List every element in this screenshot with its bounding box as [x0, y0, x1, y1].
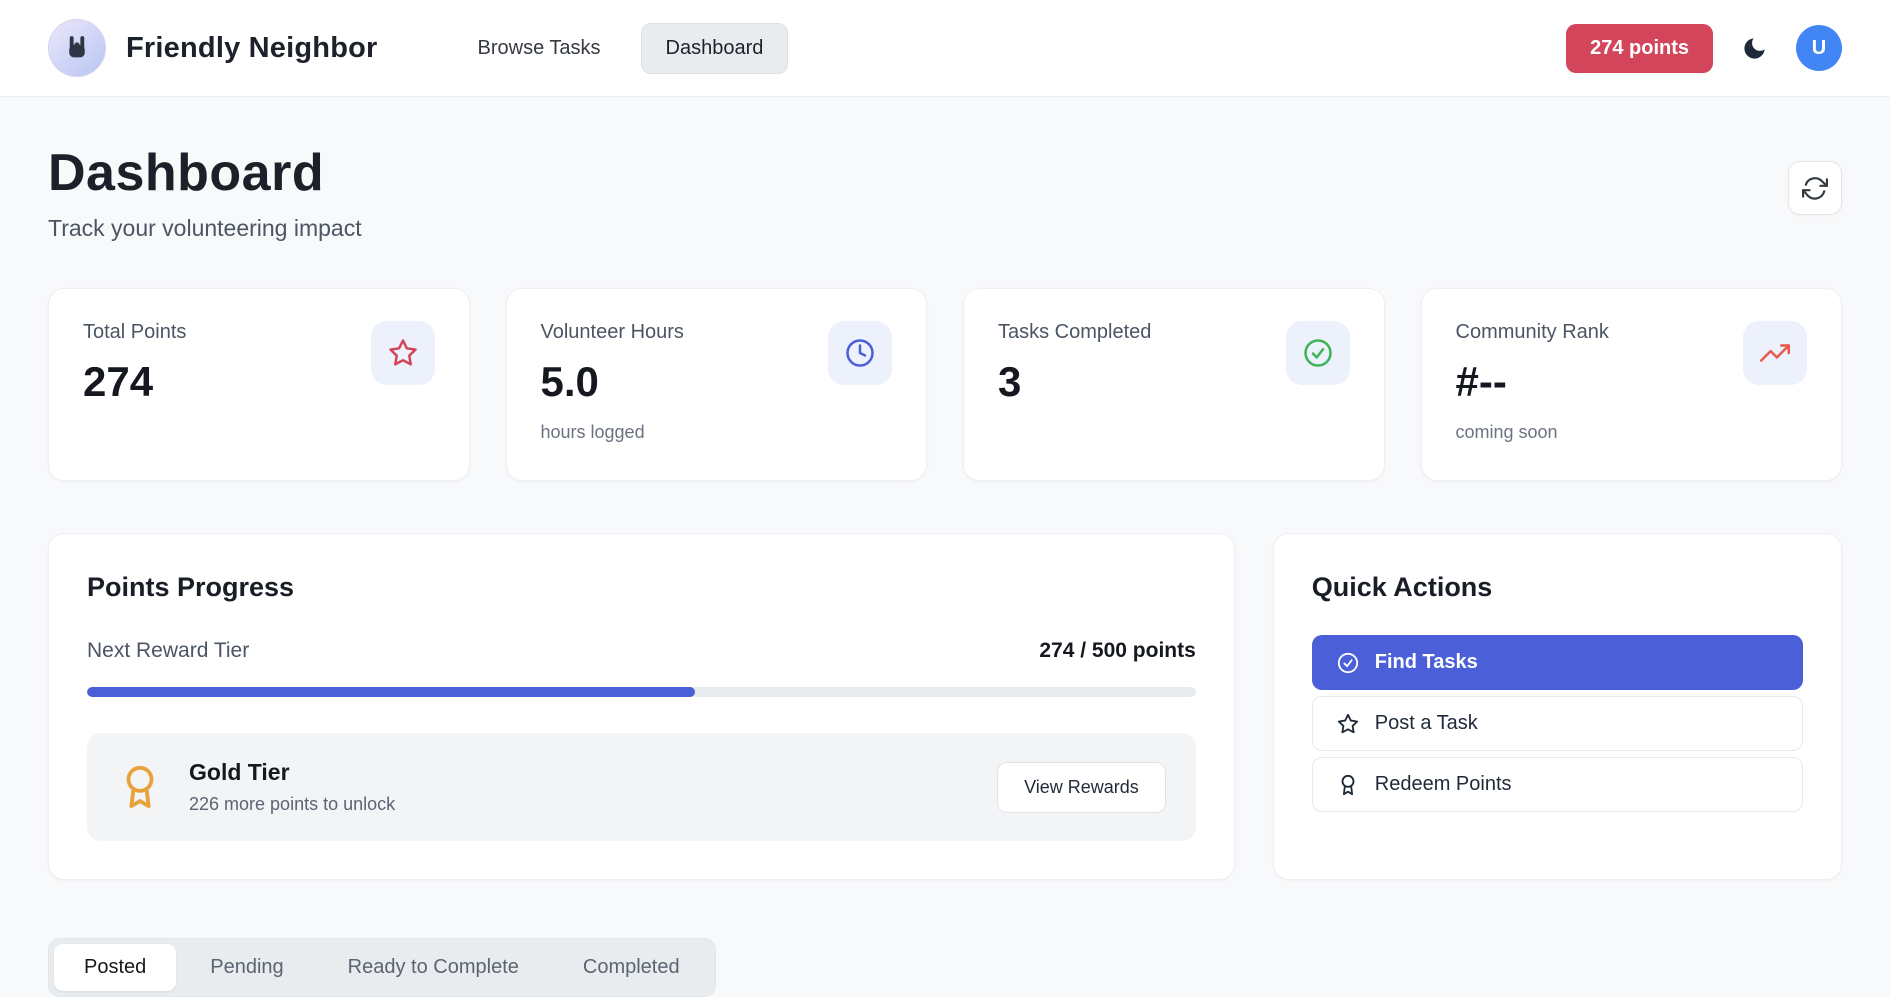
trending-up-icon [1743, 321, 1807, 385]
award-icon [117, 764, 163, 810]
stat-value: #-- [1455, 358, 1507, 405]
next-reward-tier-label: Next Reward Tier [87, 639, 250, 662]
quick-actions-title: Quick Actions [1311, 572, 1493, 602]
app-header: Friendly Neighbor Browse Tasks Dashboard… [0, 0, 1890, 97]
header-right: 274 points U [1566, 23, 1842, 73]
panels-row: Points Progress Next Reward Tier 274 / 5… [48, 533, 1842, 880]
points-progress-title: Points Progress [87, 572, 295, 602]
brand-name: Friendly Neighbor [126, 31, 378, 64]
task-status-tabs: Posted Pending Ready to Complete Complet… [48, 938, 716, 997]
main-nav: Browse Tasks Dashboard [454, 22, 789, 74]
action-label: Redeem Points [1374, 773, 1512, 795]
star-icon [1337, 713, 1359, 735]
points-progress-panel: Points Progress Next Reward Tier 274 / 5… [48, 533, 1235, 880]
progress-bar [87, 687, 1196, 697]
quick-actions-list: Find Tasks Post a Task [1311, 635, 1803, 812]
tab-posted[interactable]: Posted [54, 944, 177, 991]
star-icon [370, 321, 435, 385]
nav-browse-tasks[interactable]: Browse Tasks [477, 36, 601, 59]
title-row: Dashboard Track your volunteering impact [48, 143, 1842, 242]
points-badge[interactable]: 274 points [1566, 23, 1713, 73]
stat-card-community-rank: Community Rank #-- coming soon [1420, 288, 1842, 481]
quick-actions-panel: Quick Actions Find Tasks [1272, 533, 1842, 880]
action-label: Find Tasks [1374, 651, 1478, 673]
tab-completed[interactable]: Completed [582, 956, 680, 978]
stat-label: Total Points [83, 321, 187, 343]
stat-value: 274 [83, 358, 154, 405]
app-logo [48, 19, 106, 77]
stat-card-volunteer-hours: Volunteer Hours 5.0 hours logged [505, 288, 927, 481]
redeem-points-button[interactable]: Redeem Points [1311, 757, 1803, 812]
action-label: Post a Task [1374, 712, 1478, 734]
stat-card-total-points: Total Points 274 [48, 288, 470, 481]
refresh-button[interactable] [1788, 161, 1842, 215]
reward-tier-box: Gold Tier 226 more points to unlock View… [87, 733, 1196, 841]
reward-tier-name: Gold Tier [189, 759, 290, 785]
check-circle-icon [1285, 321, 1350, 385]
tab-ready-to-complete[interactable]: Ready to Complete [347, 956, 519, 978]
stat-value: 3 [998, 358, 1022, 405]
stat-card-tasks-completed: Tasks Completed 3 [963, 288, 1385, 481]
progress-fill [87, 687, 695, 697]
progress-head: Next Reward Tier 274 / 500 points [87, 639, 1196, 663]
find-tasks-button[interactable]: Find Tasks [1311, 635, 1803, 690]
brand-link[interactable]: Friendly Neighbor [48, 19, 378, 77]
stat-label: Community Rank [1455, 321, 1609, 343]
points-fraction: 274 / 500 points [1039, 639, 1196, 662]
stat-sub: coming soon [1455, 422, 1558, 442]
award-icon [1337, 774, 1359, 796]
stat-label: Volunteer Hours [540, 321, 684, 343]
refresh-icon [1802, 175, 1828, 201]
reward-tier-subtitle: 226 more points to unlock [189, 794, 396, 814]
stats-row: Total Points 274 Volunteer Hours 5.0 hou… [48, 288, 1842, 481]
main-content: Dashboard Track your volunteering impact… [0, 97, 1890, 997]
stat-value: 5.0 [540, 358, 599, 405]
rock-hand-icon [62, 33, 92, 63]
page-title: Dashboard [48, 144, 325, 202]
stat-sub: hours logged [540, 422, 645, 442]
check-circle-icon [1337, 652, 1359, 674]
clock-icon [828, 321, 892, 385]
moon-icon [1741, 35, 1768, 62]
user-avatar[interactable]: U [1796, 25, 1842, 71]
tab-pending[interactable]: Pending [210, 956, 284, 978]
dark-mode-toggle[interactable] [1741, 35, 1768, 62]
page-subtitle: Track your volunteering impact [48, 215, 362, 241]
nav-dashboard[interactable]: Dashboard [640, 22, 789, 74]
stat-label: Tasks Completed [998, 321, 1152, 343]
view-rewards-button[interactable]: View Rewards [997, 761, 1166, 813]
post-a-task-button[interactable]: Post a Task [1311, 696, 1803, 751]
